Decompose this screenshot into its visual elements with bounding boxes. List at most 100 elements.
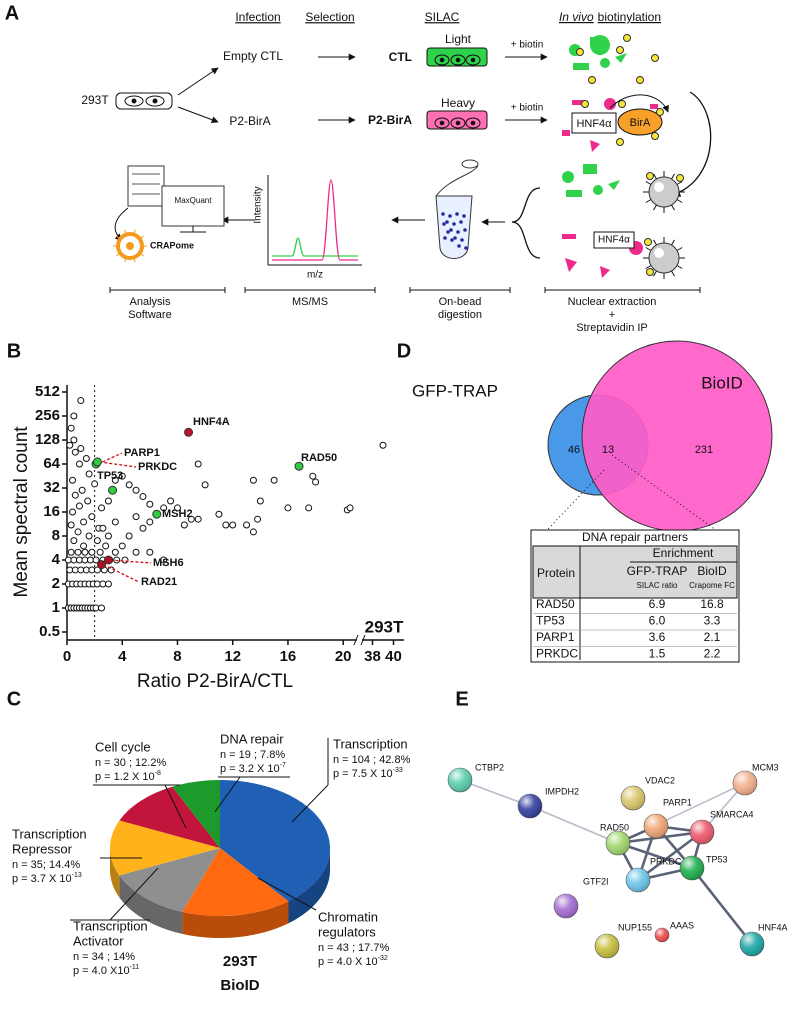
p-value-base: p = 3.7 X 10 [12, 873, 72, 885]
header-text: biotinylation [598, 10, 661, 24]
point [77, 445, 85, 453]
node-label: PARP1 [663, 797, 692, 807]
peptide [446, 230, 450, 234]
highlight-label: MSH2 [162, 508, 193, 520]
point [201, 481, 209, 489]
bead-spike [676, 199, 683, 203]
nucleus [470, 57, 476, 63]
biotin [656, 108, 664, 116]
peptide [453, 236, 457, 240]
point [99, 524, 107, 532]
protein [562, 171, 574, 183]
point [69, 508, 77, 516]
slice-value-label: n = 34 ; 14% [73, 951, 135, 963]
p-value: p = 3.2 X 10-7 [220, 762, 286, 775]
point [132, 486, 140, 494]
point [346, 504, 354, 512]
header-italic: In vivo [559, 10, 594, 24]
pie-slice [119, 786, 220, 848]
biotin [651, 132, 659, 140]
tube-cap [461, 159, 479, 169]
highlight-label: RAD50 [301, 452, 337, 464]
point [75, 502, 83, 510]
peptide [452, 222, 456, 226]
bead-spike [671, 270, 675, 277]
point [88, 548, 96, 556]
bead-shine [654, 182, 664, 192]
protein [573, 63, 589, 70]
slice-label: Transcription [73, 918, 148, 933]
pie-side [110, 848, 120, 898]
point [173, 504, 181, 512]
sample-label: P2-BirA [368, 113, 412, 127]
construct: P2-BirA [229, 114, 270, 128]
network-edge [459, 779, 531, 807]
annotation: 293T [365, 617, 404, 636]
arrow [609, 94, 669, 113]
y-tick-label: 8 [52, 527, 60, 544]
x-tick-label: 8 [173, 648, 181, 665]
point [70, 537, 78, 545]
leader-line [214, 776, 241, 813]
software-label: CRAPome [150, 240, 194, 250]
p-value-exp: -8 [155, 770, 161, 777]
table-cell: 2.2 [704, 647, 721, 661]
highlight-label: PARP1 [124, 447, 160, 459]
highlight-label: PRKDC [138, 461, 177, 473]
venn-set-label: GFP-TRAP [412, 381, 498, 400]
peptide [459, 220, 463, 224]
y-tick-label: 4 [52, 551, 61, 568]
pie-slice [220, 780, 330, 902]
bira-label: BirA [630, 117, 651, 129]
step-label: Software [128, 309, 171, 321]
table-header-cell: GFP-TRAP [627, 564, 688, 578]
p-value: p = 4.0 X10-11 [73, 964, 139, 977]
table-cell: 16.8 [700, 597, 724, 611]
point [309, 472, 317, 480]
pie-side [119, 875, 183, 934]
node-shine [680, 856, 704, 880]
point [98, 604, 106, 612]
protein [566, 190, 582, 197]
silac-label: Heavy [441, 96, 475, 110]
venn-count: 13 [602, 444, 614, 456]
bira [617, 108, 663, 136]
pie-side-shade [288, 848, 330, 924]
point [132, 548, 140, 556]
node-shine [655, 928, 669, 942]
highlight-label: RAD21 [141, 576, 177, 588]
y-tick-label: 256 [35, 407, 60, 424]
pie-slice [119, 848, 220, 912]
peptide [455, 212, 459, 216]
leader-line [109, 867, 159, 921]
node-shine [448, 768, 472, 792]
software-label: MaxQuant [175, 196, 213, 205]
point [84, 497, 92, 505]
network-edge [637, 830, 703, 882]
table-header-cell: BioID [697, 564, 727, 578]
point [270, 476, 278, 484]
point [104, 580, 112, 588]
point [379, 441, 387, 449]
slice-value-label: n = 35; 14.4% [12, 859, 80, 871]
point [194, 460, 202, 468]
point [67, 424, 75, 432]
step-label: Analysis [130, 296, 171, 308]
pie-side-shade [182, 901, 289, 938]
protein [590, 35, 610, 55]
node-label: GTF2I [583, 876, 609, 886]
nucleus [455, 57, 461, 63]
biotin [581, 100, 589, 108]
point [139, 524, 147, 532]
bead-spike [645, 181, 652, 185]
point [92, 556, 100, 564]
point [249, 476, 257, 484]
point [167, 497, 175, 505]
table-header [532, 545, 738, 599]
tube [435, 195, 473, 259]
point [67, 521, 75, 529]
protein [600, 266, 610, 278]
node-label: VDAC2 [645, 775, 675, 785]
network-edge [690, 867, 754, 945]
point [96, 548, 104, 556]
